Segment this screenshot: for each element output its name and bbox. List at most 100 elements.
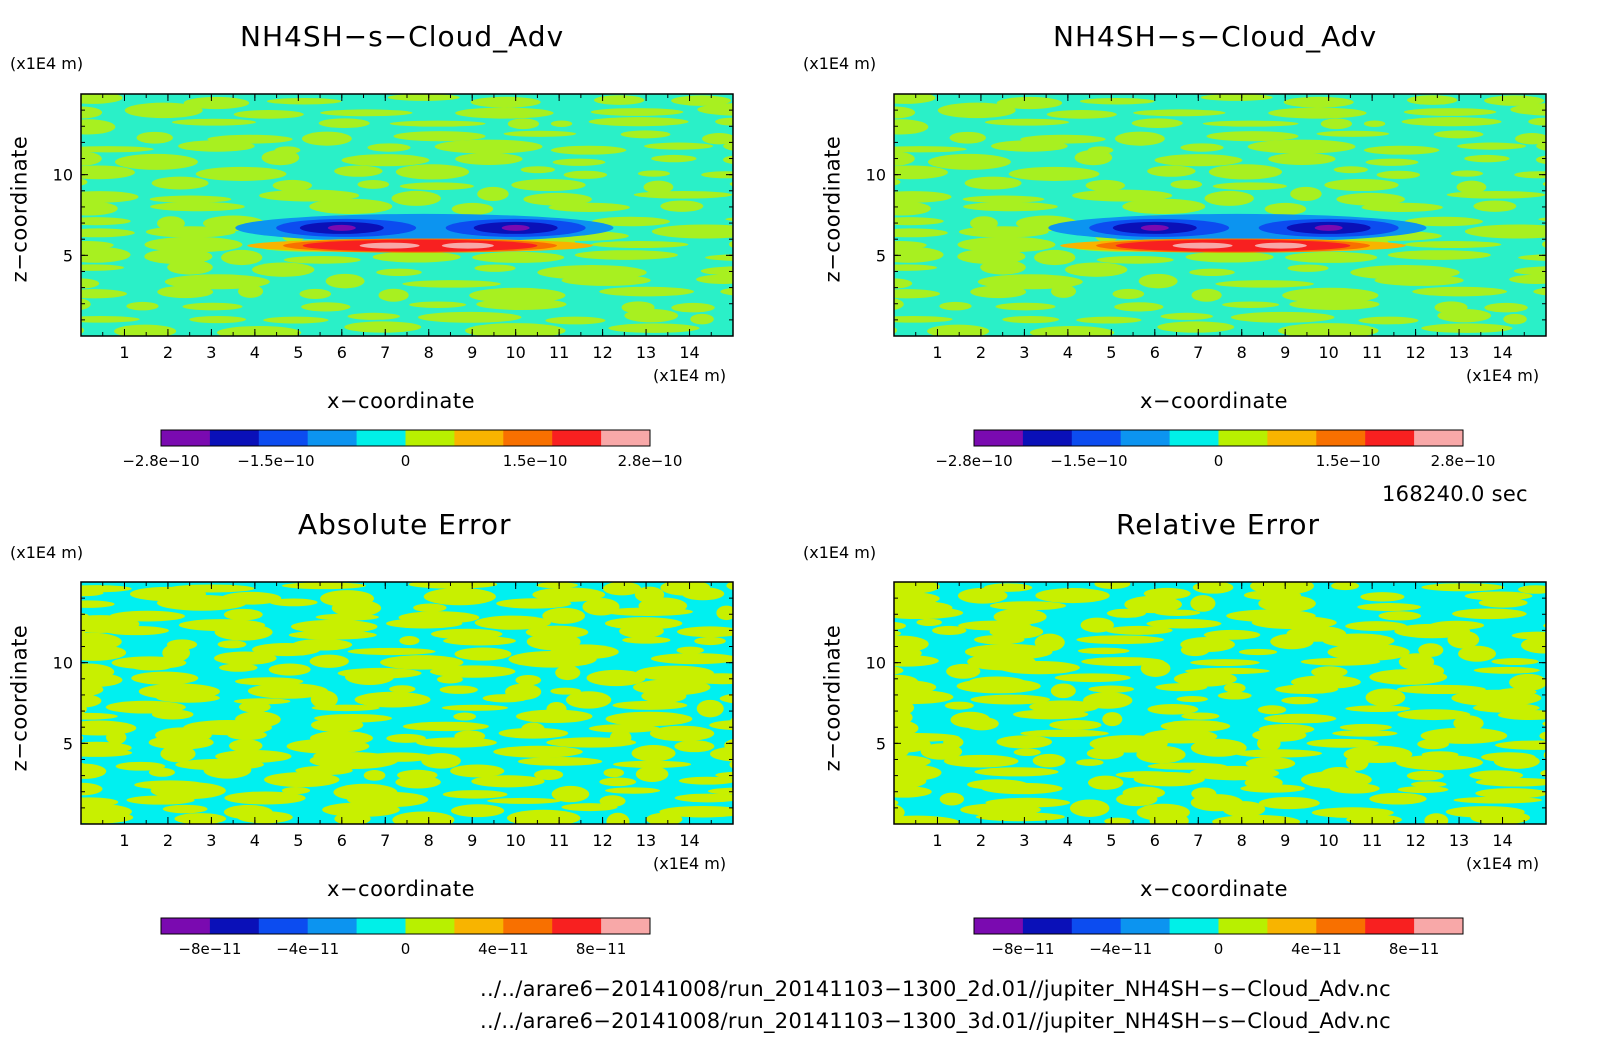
- field-patch: [671, 302, 715, 313]
- panel-3-title: Absolute Error: [298, 508, 512, 541]
- field-patch: [291, 619, 378, 634]
- field-patch: [1473, 200, 1517, 212]
- field-patch: [894, 264, 938, 271]
- field-patch: [1050, 683, 1076, 699]
- colorbar-swatch: [503, 430, 553, 446]
- field-patch: [1369, 669, 1448, 685]
- field-patch: [1102, 712, 1123, 727]
- panel-4-xlabel: x−coordinate: [1140, 877, 1289, 901]
- panel-4-title: Relative Error: [1116, 508, 1321, 541]
- field-patch: [687, 673, 733, 685]
- field-patch: [608, 323, 700, 333]
- field-patch: [723, 141, 733, 151]
- field-patch: [523, 192, 592, 206]
- field-patch: [536, 582, 578, 589]
- field-patch: [588, 724, 660, 733]
- x-tick-label: 5: [1106, 831, 1116, 850]
- field-patch: [894, 744, 909, 759]
- field-patch: [1361, 202, 1443, 212]
- field-patch: [149, 195, 232, 203]
- field-patch: [441, 704, 509, 711]
- field-patch: [605, 787, 661, 794]
- colorbar-tick-label: −4e−11: [1089, 940, 1152, 958]
- x-tick-label: 11: [1362, 831, 1382, 850]
- field-patch: [1411, 781, 1447, 788]
- field-patch: [81, 682, 104, 697]
- field-patch: [1378, 611, 1422, 621]
- field-patch: [496, 598, 572, 609]
- field-patch: [1263, 713, 1337, 724]
- field-patch: [1191, 288, 1222, 302]
- field-patch: [1160, 720, 1231, 733]
- field-patch: [515, 674, 542, 686]
- field-patch: [283, 256, 361, 264]
- field-patch: [455, 153, 523, 166]
- field-patch: [81, 778, 82, 784]
- x-tick-label: 1: [119, 831, 129, 850]
- field-patch: [454, 647, 512, 661]
- field-patch: [552, 158, 606, 166]
- field-patch: [150, 202, 245, 212]
- colorbar-swatch: [1071, 918, 1122, 934]
- panel-2-x-unit: (x1E4 m): [1466, 366, 1540, 385]
- field-patch: [301, 302, 351, 312]
- field-patch: [676, 646, 704, 654]
- field-patch: [1538, 217, 1546, 221]
- field-patch: [1206, 131, 1299, 142]
- field-patch: [1013, 748, 1041, 756]
- field-patch: [81, 782, 103, 796]
- field-patch: [707, 787, 733, 795]
- field-patch: [1509, 673, 1546, 691]
- colorbar-swatch: [161, 918, 211, 934]
- colorbar-swatch: [1022, 918, 1073, 934]
- x-tick-label: 2: [163, 831, 173, 850]
- field-patch: [81, 106, 103, 119]
- field-patch: [977, 274, 1083, 290]
- field-patch: [1154, 154, 1243, 167]
- x-tick-label: 10: [505, 343, 525, 362]
- field-patch: [217, 640, 247, 649]
- field-patch: [281, 582, 366, 590]
- field-patch: [1215, 280, 1314, 288]
- field-patch: [81, 315, 140, 323]
- x-tick-label: 1: [119, 343, 129, 362]
- colorbar-swatch: [974, 918, 1024, 934]
- field-patch: [1157, 321, 1235, 333]
- field-patch: [508, 651, 597, 668]
- y-tick-label: 5: [63, 734, 73, 753]
- colorbar-swatch: [974, 430, 1024, 446]
- x-tick-label: 13: [636, 831, 656, 850]
- field-patch: [402, 721, 489, 732]
- x-tick-label: 13: [1449, 831, 1469, 850]
- field-patch: [347, 312, 400, 320]
- field-patch: [387, 94, 460, 101]
- field-patch: [477, 186, 509, 201]
- positive-contour: [302, 239, 538, 252]
- field-patch: [1433, 130, 1484, 139]
- field-patch: [408, 582, 498, 589]
- field-patch: [81, 228, 135, 238]
- field-patch: [517, 757, 603, 766]
- colorbar-tick-label: 4e−11: [1291, 940, 1341, 958]
- field-patch: [395, 164, 470, 180]
- field-patch: [126, 301, 159, 311]
- field-patch: [1376, 170, 1421, 179]
- field-patch: [716, 605, 733, 621]
- field-patch: [450, 764, 505, 778]
- field-patch: [660, 200, 704, 212]
- field-patch: [674, 793, 733, 803]
- x-tick-label: 6: [1150, 831, 1160, 850]
- field-patch: [106, 730, 127, 745]
- field-patch: [1112, 288, 1145, 299]
- field-patch: [413, 603, 447, 612]
- field-patch: [421, 753, 461, 769]
- field-patch: [487, 797, 561, 804]
- field-patch: [590, 108, 684, 116]
- colorbar-swatch: [1120, 430, 1171, 446]
- field-patch: [357, 180, 390, 189]
- field-patch: [162, 804, 208, 814]
- field-patch: [1543, 751, 1546, 760]
- field-patch: [386, 733, 426, 743]
- field-patch: [81, 703, 87, 715]
